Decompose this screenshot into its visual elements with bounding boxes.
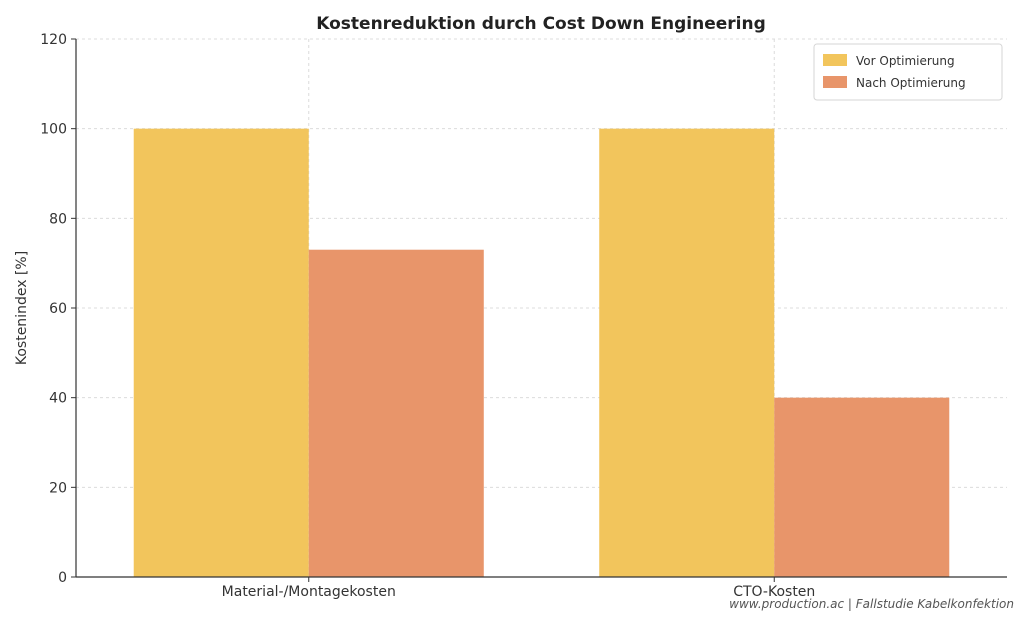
legend-swatch-1 [823, 76, 847, 88]
y-tick-label-3: 60 [49, 301, 67, 317]
legend-box [813, 43, 1003, 101]
bars [133, 128, 950, 577]
bar-nach-0 [308, 249, 484, 577]
y-tick-label-6: 120 [40, 32, 67, 48]
y-tick-label-4: 80 [49, 211, 67, 227]
legend-swatch-0 [823, 54, 847, 66]
bar-vor-1 [599, 128, 775, 577]
y-tick-label-5: 100 [40, 122, 67, 138]
x-axis-ticks: Material-/Montagekosten CTO-Kosten [222, 577, 815, 600]
source-footer: www.production.ac | Fallstudie Kabelkonf… [729, 597, 1014, 611]
x-tick-label-1: CTO-Kosten [733, 584, 815, 600]
bar-vor-0 [133, 128, 309, 577]
legend: Vor Optimierung Nach Optimierung [813, 43, 1003, 101]
x-tick-label-0: Material-/Montagekosten [222, 584, 396, 600]
y-tick-label-1: 20 [49, 480, 67, 496]
y-tick-label-0: 0 [58, 570, 67, 586]
bar-nach-1 [774, 397, 950, 577]
legend-label-1: Nach Optimierung [856, 76, 966, 90]
y-axis-label: Kostenindex [%] [14, 251, 30, 365]
y-axis-ticks: 0 20 40 60 80 100 120 [40, 32, 76, 586]
chart-title: Kostenreduktion durch Cost Down Engineer… [316, 14, 766, 34]
y-tick-label-2: 40 [49, 391, 67, 407]
legend-label-0: Vor Optimierung [856, 54, 955, 68]
